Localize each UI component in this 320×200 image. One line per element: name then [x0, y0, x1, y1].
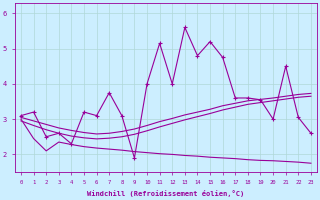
X-axis label: Windchill (Refroidissement éolien,°C): Windchill (Refroidissement éolien,°C): [87, 190, 244, 197]
